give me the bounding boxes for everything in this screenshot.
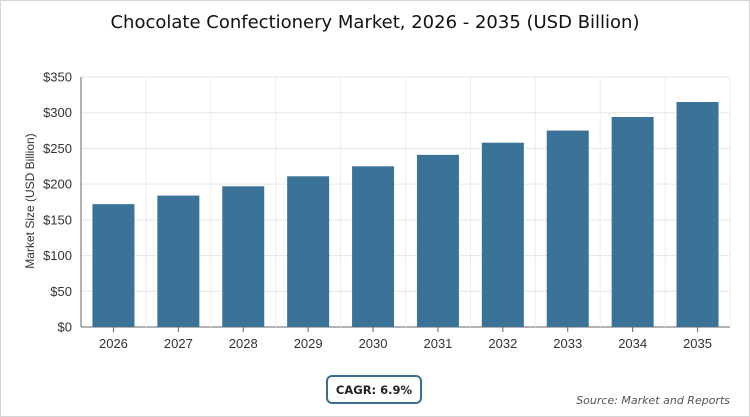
x-tick-label: 2032 (488, 336, 517, 351)
x-tick-label: 2033 (553, 336, 582, 351)
bar-2030 (352, 166, 395, 327)
y-tick-label: $350 (43, 70, 72, 85)
x-tick-label: 2028 (229, 336, 258, 351)
grid-layer (81, 76, 731, 328)
x-tick-label: 2026 (99, 336, 128, 351)
source-note: Source: Market and Reports (576, 394, 730, 407)
y-tick-label: $150 (43, 212, 72, 227)
bar-2026 (92, 204, 135, 327)
x-tick-label: 2035 (683, 336, 712, 351)
y-tick-label: $300 (43, 105, 72, 120)
x-tick-label: 2030 (359, 336, 388, 351)
x-tick-label: 2029 (294, 336, 323, 351)
axis-layer: $0 $50 $100 $150 $200 $250 $300 $350 2026 2027 202… (43, 70, 712, 352)
bar-2031 (416, 154, 459, 327)
bar-layer (92, 102, 719, 327)
y-tick-label: $250 (43, 141, 72, 156)
chart-title: Chocolate Confectionery Market, 2026 - 2… (110, 12, 640, 33)
bar-2033 (546, 130, 589, 327)
x-tick-label: 2031 (423, 336, 452, 351)
cagr-badge: CAGR: 6.9% (326, 375, 422, 404)
bar-2032 (481, 142, 524, 327)
y-tick-label: $0 (58, 320, 72, 335)
y-tick-label: $100 (43, 248, 72, 263)
cagr-label: CAGR: 6.9% (335, 382, 413, 397)
y-axis-label: Market Size (USD Billion) (23, 133, 37, 268)
x-tick-label: 2027 (164, 336, 193, 351)
bar-2027 (157, 195, 200, 327)
bar-2034 (611, 117, 654, 327)
bar-2035 (676, 102, 719, 327)
bar-2028 (222, 186, 265, 327)
bar-2029 (287, 176, 330, 327)
y-tick-label: $50 (50, 284, 72, 299)
y-tick-label: $200 (43, 177, 72, 192)
x-tick-label: 2034 (618, 336, 647, 351)
